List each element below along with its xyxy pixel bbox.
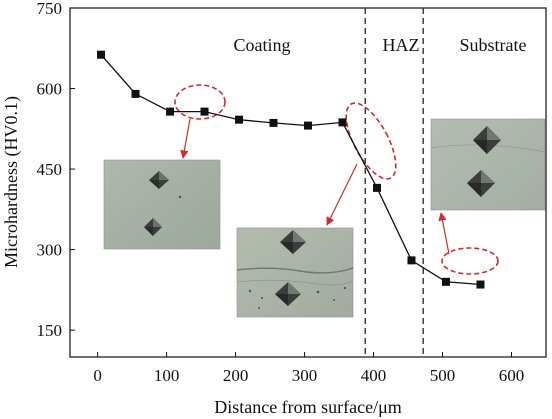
region-label-substrate: Substrate xyxy=(460,35,527,55)
data-point xyxy=(200,107,209,116)
indentation-mark xyxy=(149,171,169,189)
data-point xyxy=(407,256,416,265)
y-tick-label: 600 xyxy=(37,80,63,99)
indentation-mark xyxy=(275,282,301,306)
data-series xyxy=(97,50,485,289)
y-axis-label: Microhardness (HV0.1) xyxy=(1,96,22,268)
x-tick-label: 200 xyxy=(223,366,249,385)
arrow-to-interface-micrograph xyxy=(326,163,358,226)
data-point xyxy=(304,121,312,130)
arrow-to-coating-micrograph xyxy=(180,118,191,159)
region-boundaries xyxy=(364,8,424,357)
plot-area-frame xyxy=(69,7,547,358)
arrow-to-substrate-micrograph xyxy=(438,212,450,255)
data-point xyxy=(269,118,278,127)
data-point xyxy=(441,277,450,286)
x-tick-label: 300 xyxy=(292,366,318,385)
series-line xyxy=(100,54,481,286)
x-tick-label: 600 xyxy=(499,366,525,385)
data-point xyxy=(372,183,381,192)
data-point xyxy=(131,89,140,98)
data-point xyxy=(166,107,175,116)
substrate-micrograph-inset xyxy=(430,118,546,211)
indentation-mark xyxy=(467,170,495,197)
coating-micrograph-inset xyxy=(103,159,221,250)
x-tick-label: 400 xyxy=(361,366,387,385)
x-tick-label: 100 xyxy=(154,366,180,385)
x-tick-label: 500 xyxy=(430,366,456,385)
highlight-ellipse-coating xyxy=(174,84,226,120)
highlight-ellipse-interface xyxy=(345,102,397,180)
data-point xyxy=(97,50,106,59)
y-tick-label: 150 xyxy=(37,321,63,340)
region-labels: Coating HAZ Substrate xyxy=(234,35,527,55)
data-point xyxy=(235,115,244,124)
data-point xyxy=(476,280,485,289)
x-tick-label: 0 xyxy=(93,366,102,385)
y-tick-label: 450 xyxy=(37,160,63,179)
data-point xyxy=(338,118,347,127)
x-axis-label: Distance from surface/μm xyxy=(214,397,402,417)
y-tick-label: 300 xyxy=(37,241,63,260)
region-label-haz: HAZ xyxy=(383,35,420,55)
interface-micrograph-inset xyxy=(236,227,354,318)
y-tick-label: 750 xyxy=(37,0,63,18)
indentation-mark xyxy=(473,126,501,154)
indentation-mark xyxy=(280,230,306,254)
region-label-coating: Coating xyxy=(234,35,291,55)
indentation-mark xyxy=(144,218,162,236)
highlight-ellipse-substrate xyxy=(441,247,499,275)
axes: 0 100 200 300 400 500 600 150 300 450 600 750 xyxy=(37,0,525,385)
